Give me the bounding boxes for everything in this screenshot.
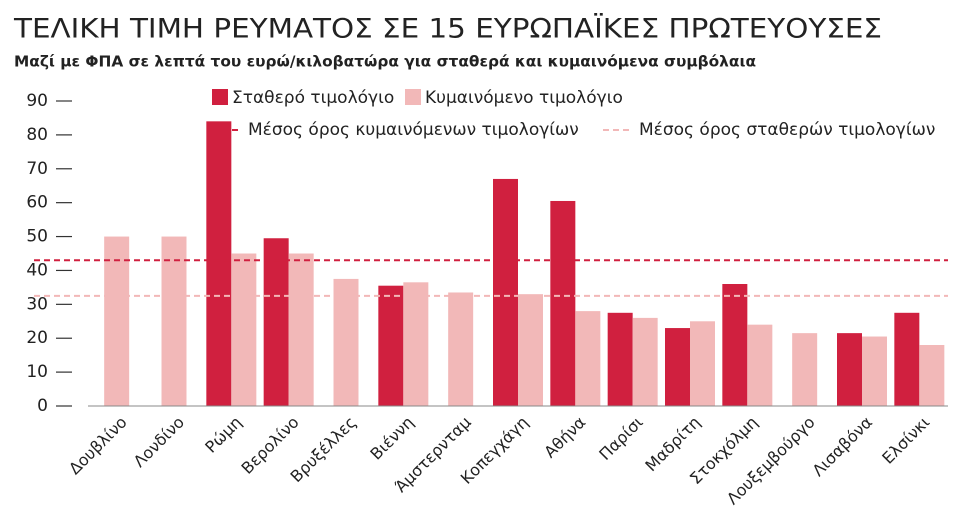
bar [690, 321, 715, 406]
bar [161, 236, 187, 406]
bar [862, 336, 887, 406]
bar [919, 345, 945, 406]
bar [607, 312, 633, 406]
bar [104, 236, 130, 406]
y-tick-label: 50 [26, 227, 48, 247]
y-tick-label: 20 [26, 328, 48, 348]
x-tick-label: Παρίσι [595, 413, 646, 464]
bar [448, 292, 474, 406]
y-tick-label: 70 [26, 159, 48, 179]
x-tick-label: Λισαβόνα [808, 413, 876, 481]
bar [231, 253, 257, 406]
y-tick-label: 90 [26, 91, 48, 111]
bar [288, 253, 314, 406]
chart-subtitle: Μαζί με ΦΠΑ σε λεπτά του ευρώ/κιλοβατώρα… [14, 53, 756, 71]
bar [550, 200, 576, 406]
bar [575, 311, 601, 406]
bar [378, 285, 404, 406]
y-tick-label: 10 [26, 362, 48, 382]
bar [333, 278, 359, 406]
bar [518, 294, 543, 406]
x-tick-label: Αθήνα [540, 413, 589, 462]
bar [837, 333, 862, 406]
y-tick-label: 80 [26, 125, 48, 145]
x-tick-label: Βιέννη [366, 413, 417, 464]
legend-label: Μέσος όρος σταθερών τιμολογίων [639, 120, 935, 140]
bar [206, 121, 232, 406]
y-tick-label: 60 [26, 193, 48, 213]
x-tick-label: Ρώμη [201, 413, 245, 457]
x-tick-label: Ελσίνκι [878, 413, 933, 468]
chart-title: ΤΕΛΙΚΗ ΤΙΜΗ ΡΕΥΜΑΤΟΣ ΣΕ 15 ΕΥΡΩΠΑΪΚΕΣ ΠΡ… [13, 13, 882, 45]
y-tick-label: 40 [26, 260, 48, 280]
legend-label: Κυμαινόμενο τιμολόγιο [425, 88, 623, 108]
x-tick-label: Δουβλίνο [65, 413, 131, 479]
bar [894, 312, 920, 406]
bar [665, 328, 690, 406]
x-tick-label: Λονδίνο [130, 413, 188, 471]
bar [722, 284, 748, 406]
bar [493, 178, 518, 406]
y-tick-label: 30 [26, 294, 48, 314]
bar [747, 324, 773, 406]
legend-swatch [212, 89, 228, 105]
bar [632, 317, 658, 406]
legend-label: Σταθερό τιμολόγιο [232, 88, 394, 108]
bar [403, 282, 429, 406]
bar [792, 333, 818, 406]
legend-swatch [405, 89, 421, 105]
legend-label: Μέσος όρος κυμαινόμενων τιμολογίων [248, 120, 579, 140]
y-tick-label: 0 [37, 396, 48, 416]
bar [263, 238, 289, 406]
